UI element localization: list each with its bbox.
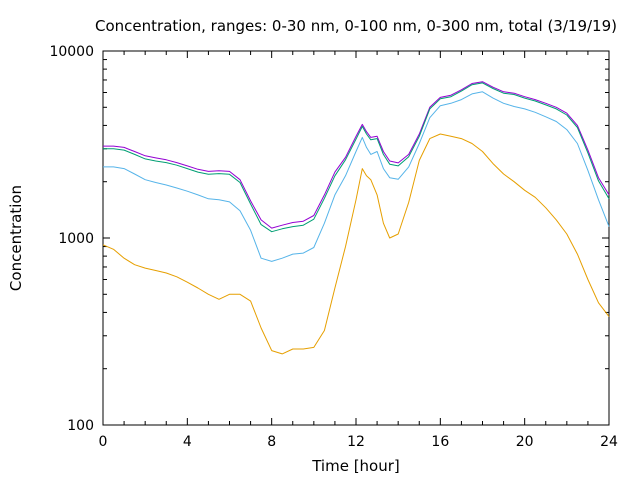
series-line-4 (102, 133, 610, 355)
x-axis-title: Time [hour] (311, 457, 400, 475)
x-tick-label: 24 (600, 434, 618, 450)
y-tick-label: 10000 (49, 44, 94, 60)
x-tick-label: 16 (431, 434, 449, 450)
y-axis-title: Concentration (7, 185, 25, 291)
tick-labels: 0 4 8 12 16 20 24 100 1000 10000 (49, 44, 618, 450)
series-line-1 (103, 81, 610, 229)
x-tick-label: 0 (99, 434, 108, 450)
x-tick-label: 4 (183, 434, 192, 450)
x-tick-label: 20 (516, 434, 534, 450)
y-tick-label: 1000 (58, 231, 94, 247)
plot-frame (102, 50, 610, 426)
series-line-2 (103, 82, 610, 233)
chart-title: Concentration, ranges: 0-30 nm, 0-100 nm… (95, 17, 617, 35)
axis-ticks (102, 50, 610, 426)
series-line-3 (103, 91, 610, 262)
x-tick-label: 12 (347, 434, 365, 450)
x-tick-label: 8 (267, 434, 276, 450)
y-tick-label: 100 (67, 418, 94, 434)
series-lines (102, 81, 610, 355)
